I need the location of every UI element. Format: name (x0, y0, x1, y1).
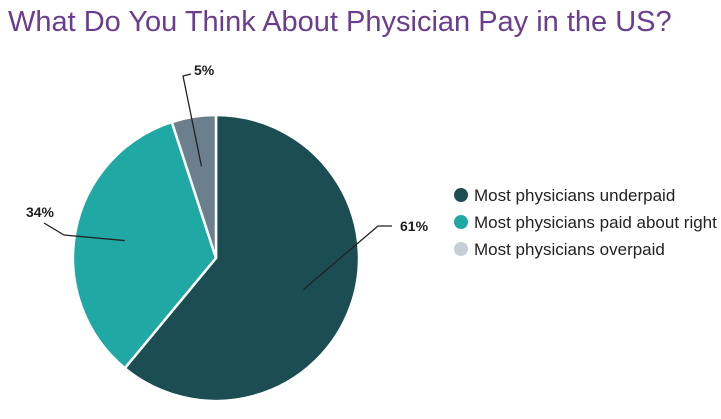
legend-label-2: Most physicians paid about right (474, 213, 717, 232)
legend-swatch-1 (454, 188, 468, 202)
data-label-1: 61% (400, 218, 429, 234)
data-label-3: 5% (194, 62, 215, 78)
legend-label-1: Most physicians underpaid (474, 186, 675, 205)
chart-title: What Do You Think About Physician Pay in… (8, 6, 672, 38)
pie-slice-3 (170, 113, 218, 259)
data-label-2: 34% (26, 204, 55, 220)
legend-label-3: Most physicians overpaid (474, 240, 665, 259)
legend-swatch-2 (454, 215, 468, 229)
leader-line-3 (182, 73, 203, 167)
leader-line-2 (43, 222, 125, 242)
leader-line-1 (303, 225, 392, 290)
legend-swatch-3 (454, 242, 468, 256)
pie-slice-1 (123, 113, 361, 403)
pie-slice-2 (71, 120, 218, 370)
